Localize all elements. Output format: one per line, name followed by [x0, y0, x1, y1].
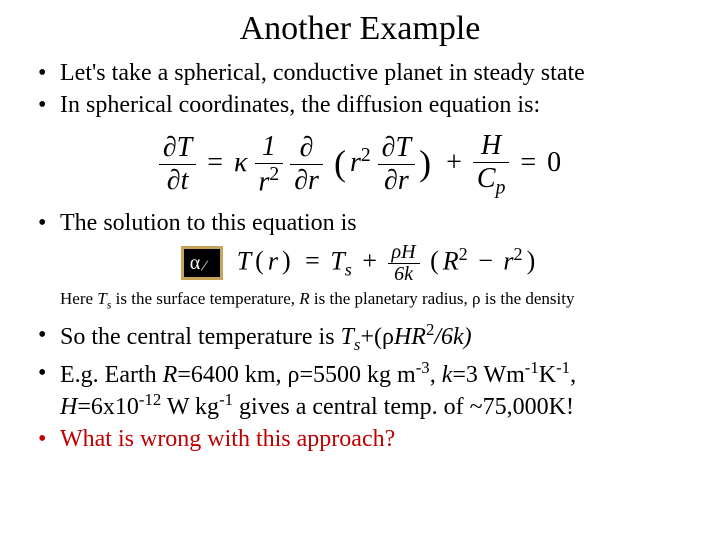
bullet-4: So the central temperature is Ts+(ρHR2/6…: [38, 320, 700, 356]
equation-1: ∂T∂t = κ 1r2 ∂∂r (r2 ∂T∂r) + HCp = 0: [20, 130, 700, 200]
slide-title: Another Example: [20, 10, 700, 48]
solution-row: α T(r) = Ts + ρH6k (R2 − r2): [20, 242, 700, 285]
bullet-1: Let's take a spherical, conductive plane…: [38, 58, 700, 88]
alpha-box: α: [181, 246, 223, 280]
bullet-3: The solution to this equation is: [38, 208, 700, 238]
equation-2: T(r) = Ts + ρH6k (R2 − r2): [237, 242, 540, 285]
bullet-list-mid: The solution to this equation is: [20, 208, 700, 238]
bullet-list-bottom: So the central temperature is Ts+(ρHR2/6…: [20, 320, 700, 454]
bullet-5: E.g. Earth R=6400 km, ρ=5500 kg m-3, k=3…: [38, 358, 700, 422]
bullet-list-top: Let's take a spherical, conductive plane…: [20, 58, 700, 120]
bullet-6: What is wrong with this approach?: [38, 424, 700, 454]
note-line: Here Ts is the surface temperature, R is…: [60, 289, 700, 312]
bullet-2: In spherical coordinates, the diffusion …: [38, 90, 700, 120]
